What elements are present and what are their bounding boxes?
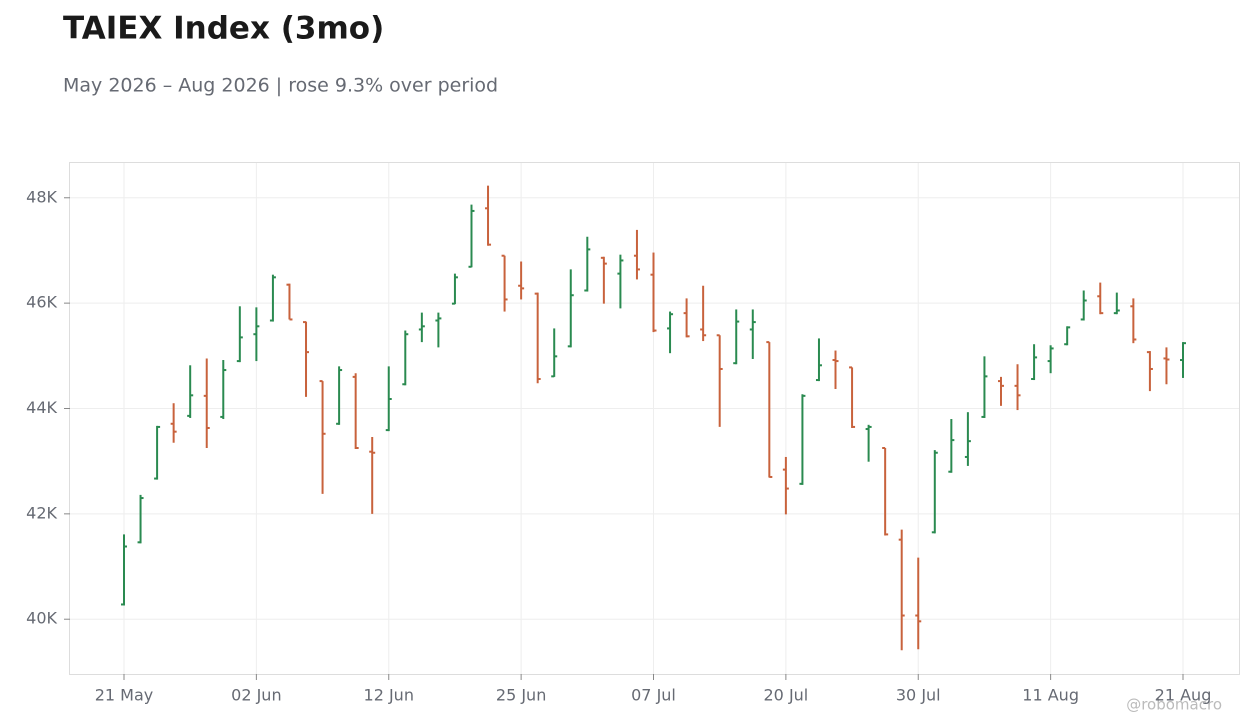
watermark: @robomacro — [1126, 696, 1222, 714]
x-tick-label: 11 Aug — [1022, 686, 1079, 705]
x-tick-label: 02 Jun — [231, 686, 281, 705]
chart-subtitle: May 2026 – Aug 2026 | rose 9.3% over per… — [63, 75, 498, 97]
x-tick-label: 21 May — [95, 686, 154, 705]
y-tick-label: 46K — [26, 293, 57, 312]
x-tick-label: 30 Jul — [896, 686, 941, 705]
x-tick-label: 07 Jul — [631, 686, 676, 705]
plot-frame — [69, 162, 1240, 675]
x-tick-label: 12 Jun — [364, 686, 414, 705]
y-tick-label: 44K — [26, 398, 57, 417]
chart-title: TAIEX Index (3mo) — [63, 11, 384, 47]
y-tick-label: 40K — [26, 609, 57, 628]
x-tick-label: 20 Jul — [764, 686, 809, 705]
y-tick-label: 48K — [26, 187, 57, 206]
x-tick-label: 21 Aug — [1155, 686, 1212, 705]
x-tick-label: 25 Jun — [496, 686, 546, 705]
y-tick-label: 42K — [26, 503, 57, 522]
